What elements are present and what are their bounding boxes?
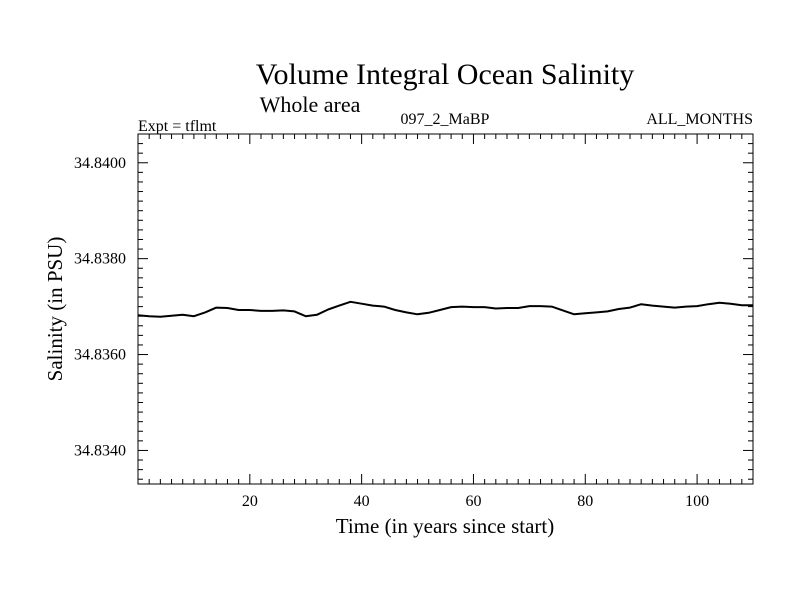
- y-tick-label: 34.8400: [74, 155, 126, 172]
- y-axis-label: Salinity (in PSU): [43, 237, 67, 382]
- plot-frame: [137, 133, 754, 485]
- annotation-left: Expt = tflmt: [138, 118, 217, 135]
- chart-title: Volume Integral Ocean Salinity: [256, 58, 635, 91]
- x-tick-label: 60: [465, 493, 481, 510]
- x-axis-tick-labels: 20 40 60 80 100: [242, 493, 709, 510]
- y-axis-tick-labels: 34.8340 34.8360 34.8380 34.8400: [74, 155, 126, 460]
- annotation-center: 097_2_MaBP: [401, 111, 490, 128]
- y-tick-label: 34.8380: [74, 251, 126, 268]
- y-tick-label: 34.8340: [74, 442, 126, 459]
- x-tick-label: 20: [242, 493, 258, 510]
- x-axis-label: Time (in years since start): [336, 514, 555, 538]
- chart-subtitle: Whole area: [260, 92, 361, 117]
- x-axis-ticks: [148, 134, 743, 484]
- x-tick-label: 80: [577, 493, 593, 510]
- annotation-right: ALL_MONTHS: [646, 111, 753, 128]
- salinity-series-line: [137, 300, 753, 318]
- x-tick-label: 100: [685, 493, 709, 510]
- x-tick-label: 40: [354, 493, 370, 510]
- y-tick-label: 34.8360: [74, 347, 126, 364]
